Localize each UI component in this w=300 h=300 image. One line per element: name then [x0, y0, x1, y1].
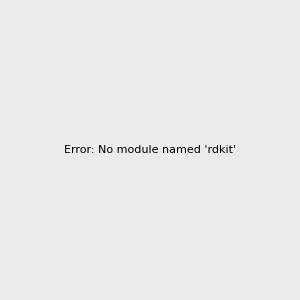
Text: Error: No module named 'rdkit': Error: No module named 'rdkit': [64, 145, 236, 155]
